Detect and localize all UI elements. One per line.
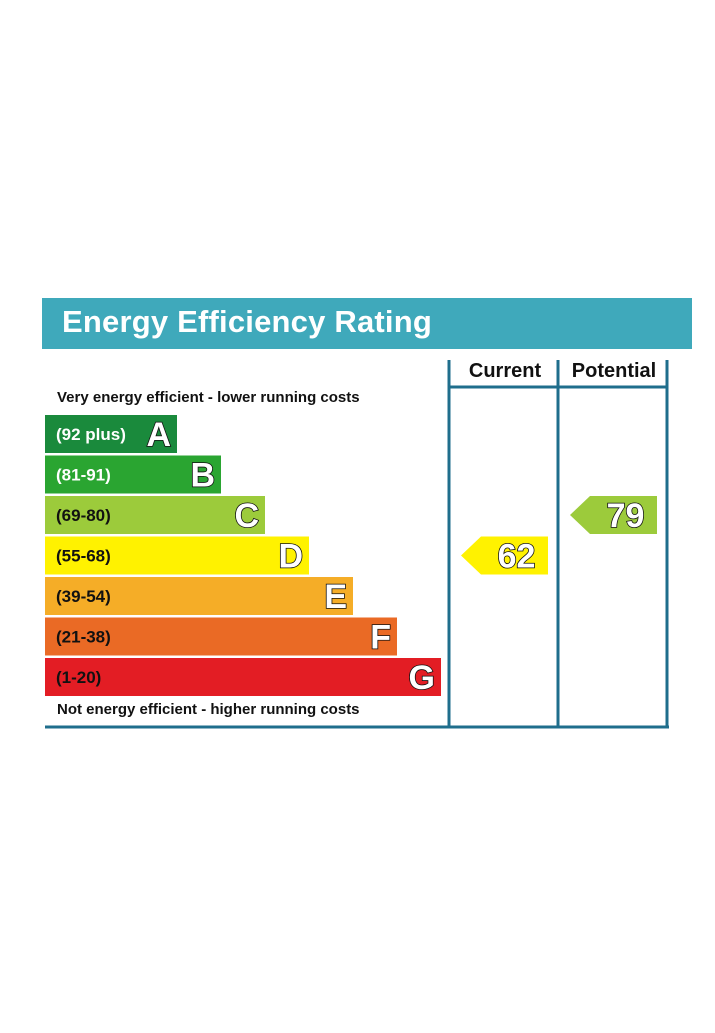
band-letter-f: F (370, 619, 391, 657)
band-range-a: (92 plus) (56, 425, 126, 444)
band-bar-f (45, 617, 397, 656)
band-range-d: (55-68) (56, 547, 111, 566)
band-bar-c (45, 496, 265, 534)
band-letter-a: A (146, 416, 171, 454)
potential-column-header: Potential (571, 360, 657, 382)
band-bar-d (45, 536, 309, 575)
current-rating-arrow (461, 536, 548, 575)
current-rating-value: 62 (498, 538, 536, 576)
top-note: Very energy efficient - lower running co… (57, 389, 360, 406)
band-range-e: (39-54) (56, 587, 111, 606)
band-bar-a (45, 415, 177, 453)
potential-rating-value: 79 (607, 497, 645, 535)
band-letter-d: D (278, 538, 303, 576)
band-letter-c: C (234, 497, 259, 535)
band-range-f: (21-38) (56, 628, 111, 647)
title-bar: Energy Efficiency Rating (42, 298, 692, 349)
band-range-g: (1-20) (56, 668, 101, 687)
band-range-b: (81-91) (56, 466, 111, 485)
current-column-header: Current (468, 360, 542, 382)
band-bar-e (45, 577, 353, 615)
band-bar-g (45, 658, 441, 696)
band-letter-g: G (409, 659, 435, 697)
potential-rating-arrow (570, 496, 657, 534)
band-letter-b: B (190, 457, 215, 495)
bottom-note: Not energy efficient - higher running co… (57, 701, 360, 718)
chart-title: Energy Efficiency Rating (62, 304, 433, 339)
band-letter-e: E (324, 578, 347, 616)
band-range-c: (69-80) (56, 506, 111, 525)
band-bar-b (45, 455, 221, 494)
